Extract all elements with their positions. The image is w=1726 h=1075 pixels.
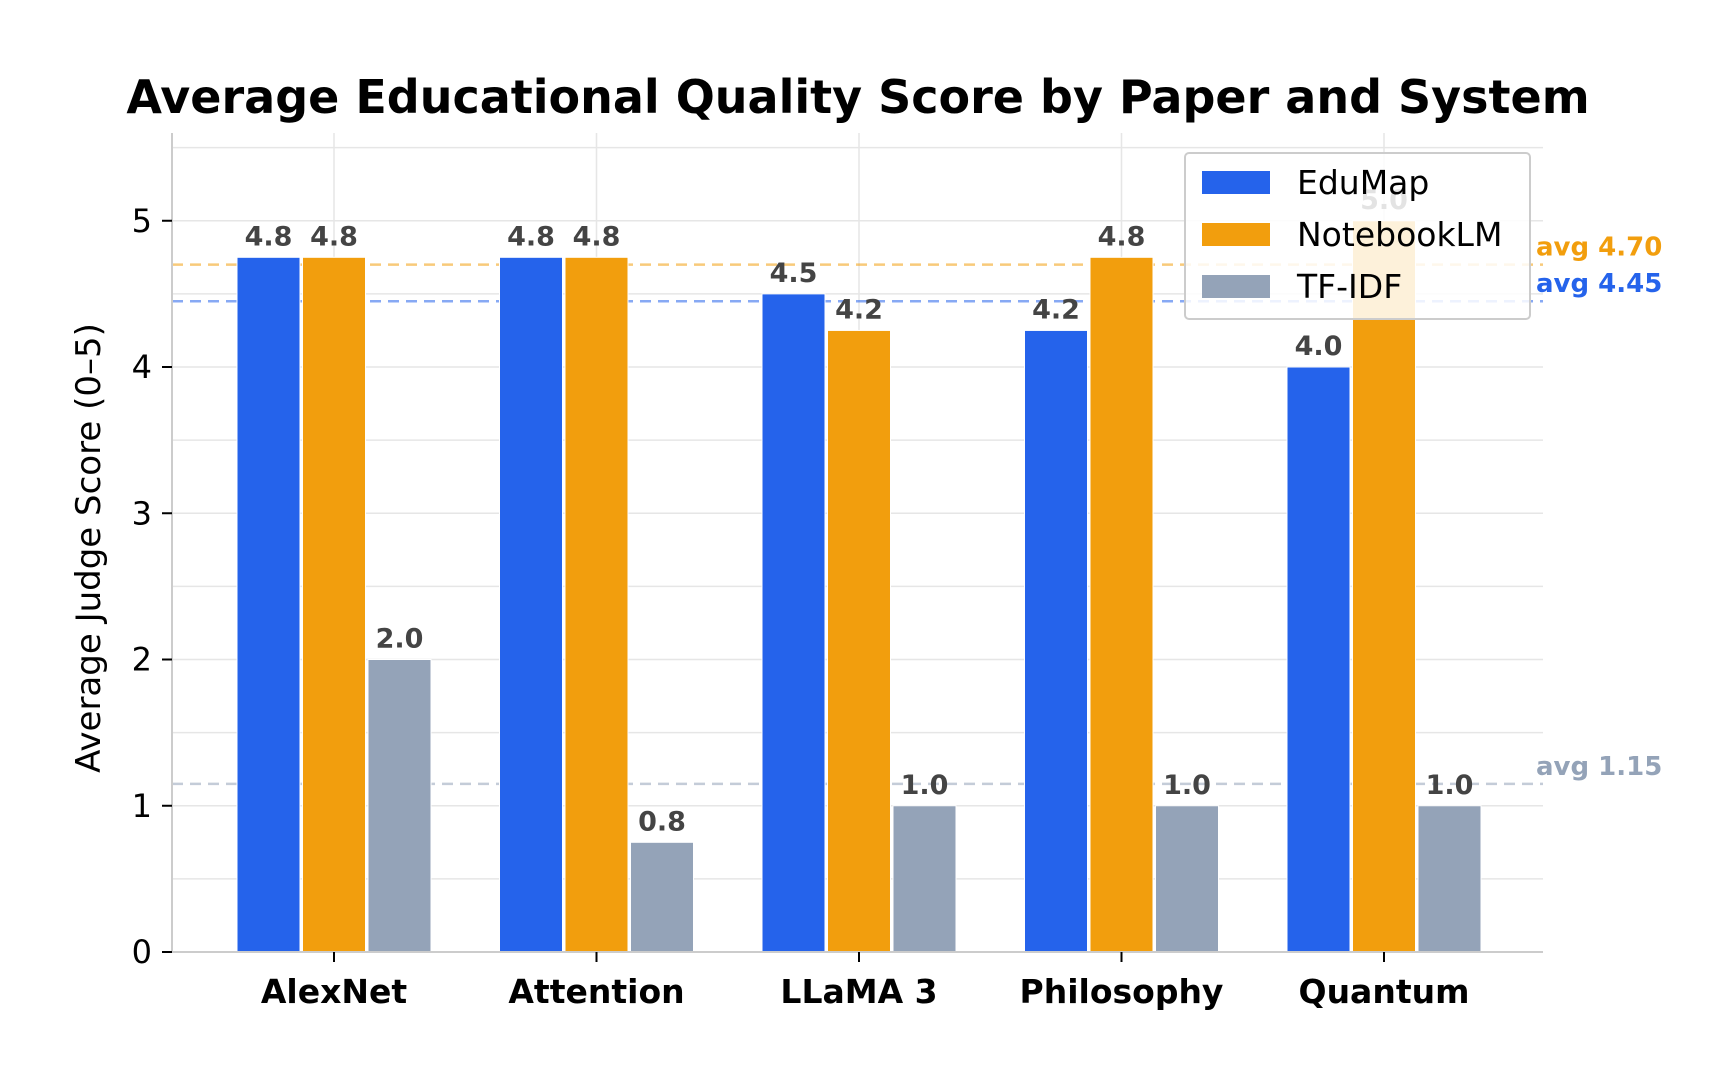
bar: [564, 256, 629, 953]
y-tick-label: 0: [132, 933, 152, 971]
legend-swatch: [1202, 223, 1270, 246]
data-label: 4.5: [770, 258, 818, 289]
bar: [761, 293, 826, 953]
y-tick-label: 4: [132, 348, 152, 386]
bar: [236, 256, 301, 953]
y-tick-label: 5: [132, 202, 152, 240]
legend-label: TF-IDF: [1296, 267, 1402, 306]
axes: [171, 133, 1543, 953]
bar: [367, 659, 432, 953]
y-tick-label: 1: [132, 787, 152, 825]
bar: [499, 256, 563, 953]
x-tick-label: AlexNet: [261, 972, 408, 1011]
data-label: 4.2: [1032, 294, 1080, 325]
y-tick-label: 3: [132, 494, 152, 532]
y-tick-label: 2: [132, 641, 152, 679]
bar: [892, 805, 957, 953]
legend-label: EduMap: [1297, 163, 1429, 202]
data-label: 1.0: [1163, 770, 1211, 801]
average-label: avg 4.45: [1536, 269, 1662, 299]
data-label: 4.8: [245, 221, 293, 252]
y-axis-label: Average Judge Score (0–5): [69, 323, 109, 773]
x-tick-label: Quantum: [1299, 972, 1470, 1011]
average-label: avg 1.15: [1536, 752, 1662, 782]
bar: [630, 841, 694, 953]
bar: [1352, 220, 1416, 953]
x-ticks: AlexNet Attention LLaMA 3 Philosophy Quantum: [261, 952, 1470, 1011]
data-label: 4.8: [507, 221, 555, 252]
bar: [302, 256, 366, 953]
bar: [1024, 329, 1088, 953]
average-label: avg 4.70: [1536, 233, 1662, 263]
y-ticks: 0 1 2 3 4 5: [132, 202, 172, 971]
x-tick-label: LLaMA 3: [780, 972, 937, 1011]
legend-label: NotebookLM: [1297, 215, 1502, 254]
bar: [1286, 366, 1351, 953]
data-label: 4.8: [310, 221, 358, 252]
data-label: 4.8: [1098, 221, 1146, 252]
legend-swatch: [1202, 171, 1270, 194]
bar: [1155, 805, 1219, 953]
data-label: 4.8: [573, 221, 621, 252]
data-label: 4.2: [835, 294, 883, 325]
legend-box: [1184, 152, 1531, 320]
data-label: 4.0: [1295, 331, 1343, 362]
x-tick-label: Attention: [508, 972, 684, 1011]
data-label: 1.0: [901, 770, 949, 801]
bar: [1417, 805, 1482, 953]
legend-swatch: [1202, 275, 1270, 298]
bar: [827, 329, 891, 953]
x-tick-label: Philosophy: [1020, 972, 1224, 1011]
data-label: 1.0: [1426, 770, 1474, 801]
data-label: 2.0: [376, 624, 424, 655]
chart-title: Average Educational Quality Score by Pap…: [126, 70, 1589, 124]
legend: EduMap NotebookLM TF-IDF: [1184, 152, 1531, 320]
bar: [1089, 256, 1154, 953]
bars: [236, 220, 1482, 953]
data-label: 0.8: [638, 806, 686, 837]
